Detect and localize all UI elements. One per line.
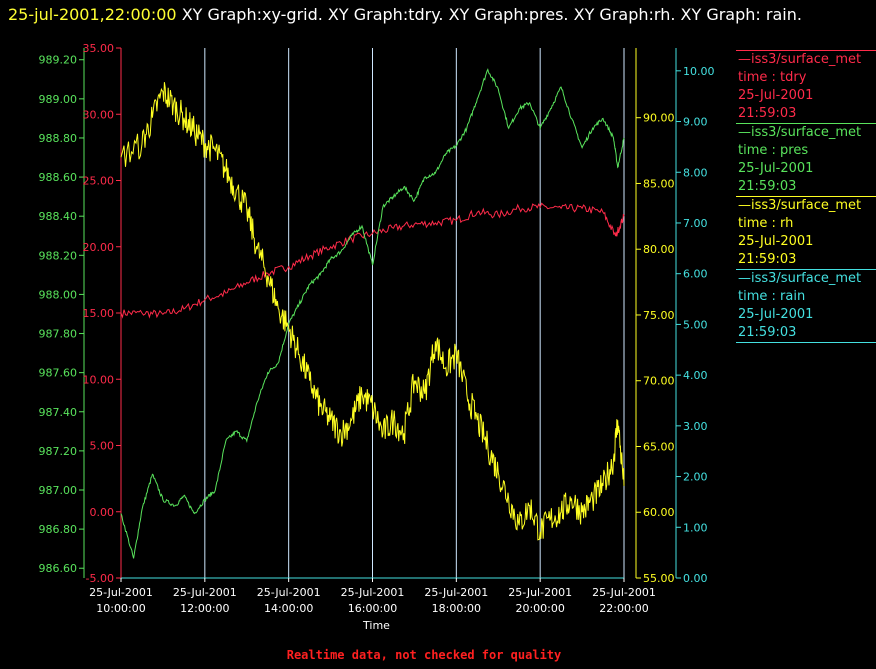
header-title: 25-jul-2001,22:00:00 XY Graph:xy-grid. X… [8, 0, 868, 29]
grid-layer [204, 48, 625, 578]
x-tick-label-date: 25-Jul-2001 [592, 586, 656, 599]
tdry-tick-label: 30.00 [83, 108, 115, 121]
x-tick-label-time: 16:00:00 [348, 602, 397, 615]
tdry-tick-label: 10.00 [83, 373, 115, 386]
x-axis-title: Time [362, 619, 390, 632]
legend-time: 21:59:03 [738, 106, 797, 121]
rain-tick-label: 9.00 [683, 116, 708, 129]
rh-tick-label: 60.00 [643, 506, 675, 519]
quality-notice: Realtime data, not checked for quality [286, 648, 562, 662]
pres-tick-label: 986.80 [39, 523, 78, 536]
rain-tick-label: 0.00 [683, 572, 708, 585]
x-tick-label-time: 22:00:00 [599, 602, 648, 615]
pres-tick-label: 988.80 [39, 132, 78, 145]
legend-name: —iss3/surface_met [738, 52, 862, 67]
header-timestamp: 25-jul-2001,22:00:00 [8, 5, 177, 24]
axes-layer: 986.60 986.80 987.00 987.20 987.40 987.60 987.… [39, 42, 715, 585]
pres-tick-label: 988.60 [39, 171, 78, 184]
rain-tick-label: 4.00 [683, 369, 708, 382]
pres-tick-label: 987.20 [39, 445, 78, 458]
pres-tick-label: 989.00 [39, 93, 78, 106]
tdry-tick-label: 15.00 [83, 307, 115, 320]
header-graph-list: XY Graph:xy-grid. XY Graph:tdry. XY Grap… [176, 5, 802, 24]
x-tick-label-date: 25-Jul-2001 [257, 586, 321, 599]
legend-date: 25-Jul-2001 [738, 161, 814, 176]
x-tick-label-time: 20:00:00 [515, 602, 564, 615]
pres-tick-label: 988.40 [39, 210, 78, 223]
rh-tick-label: 65.00 [643, 440, 675, 453]
tdry-tick-label: 20.00 [83, 241, 115, 254]
pres-series-line [120, 68, 625, 559]
x-tick-label-time: 14:00:00 [264, 602, 313, 615]
legend-label: time : pres [738, 143, 809, 158]
legend: —iss3/surface_met time : tdry 25-Jul-2001 2… [736, 50, 876, 343]
pres-tick-label: 986.60 [39, 562, 78, 575]
rh-tick-label: 55.00 [643, 572, 675, 585]
legend-label: time : tdry [738, 70, 807, 85]
legend-time: 21:59:03 [738, 325, 797, 340]
rh-tick-label: 85.00 [643, 177, 675, 190]
x-axis-layer: 25-Jul-2001 10:00:00 25-Jul-2001 12:00:00 25… [89, 577, 656, 632]
pres-tick-label: 987.40 [39, 406, 78, 419]
x-tick-label-time: 12:00:00 [180, 602, 229, 615]
rain-tick-label: 5.00 [683, 318, 708, 331]
rain-tick-label: 3.00 [683, 420, 708, 433]
pres-tick-label: 987.60 [39, 367, 78, 380]
x-tick-label-date: 25-Jul-2001 [424, 586, 488, 599]
legend-date: 25-Jul-2001 [738, 88, 814, 103]
legend-divider [736, 342, 876, 343]
pres-tick-label: 988.00 [39, 288, 78, 301]
x-tick-label-date: 25-Jul-2001 [341, 586, 405, 599]
legend-date: 25-Jul-2001 [738, 234, 814, 249]
legend-name: —iss3/surface_met [738, 198, 862, 213]
rh-tick-label: 75.00 [643, 309, 675, 322]
x-tick-label-time: 10:00:00 [96, 602, 145, 615]
tdry-tick-label: 25.00 [83, 175, 115, 188]
legend-label: time : rain [738, 289, 806, 304]
rh-tick-label: 70.00 [643, 375, 675, 388]
x-tick-label-time: 18:00:00 [432, 602, 481, 615]
rh-tick-label: 90.00 [643, 112, 675, 125]
pres-tick-label: 987.00 [39, 484, 78, 497]
x-tick-label-date: 25-Jul-2001 [173, 586, 237, 599]
rh-series-line [120, 82, 625, 541]
legend-label: time : rh [738, 216, 794, 231]
rain-tick-label: 6.00 [683, 268, 708, 281]
rain-tick-label: 10.00 [683, 65, 715, 78]
legend-date: 25-Jul-2001 [738, 307, 814, 322]
tdry-tick-label: 0.00 [90, 506, 115, 519]
pres-tick-label: 987.80 [39, 328, 78, 341]
rain-tick-label: 1.00 [683, 521, 708, 534]
rh-tick-label: 80.00 [643, 243, 675, 256]
legend-name: —iss3/surface_met [738, 125, 862, 140]
rain-tick-label: 8.00 [683, 166, 708, 179]
rain-tick-label: 2.00 [683, 471, 708, 484]
legend-time: 21:59:03 [738, 252, 797, 267]
pres-tick-label: 989.20 [39, 54, 78, 67]
x-tick-label-date: 25-Jul-2001 [89, 586, 153, 599]
tdry-tick-label: 35.00 [83, 42, 115, 55]
legend-name: —iss3/surface_met [738, 271, 862, 286]
pres-tick-label: 988.20 [39, 249, 78, 262]
legend-time: 21:59:03 [738, 179, 797, 194]
x-tick-label-date: 25-Jul-2001 [508, 586, 572, 599]
tdry-tick-label: -5.00 [86, 572, 114, 585]
tdry-tick-label: 5.00 [90, 440, 115, 453]
tdry-series-line [120, 202, 625, 319]
rain-tick-label: 7.00 [683, 217, 708, 230]
